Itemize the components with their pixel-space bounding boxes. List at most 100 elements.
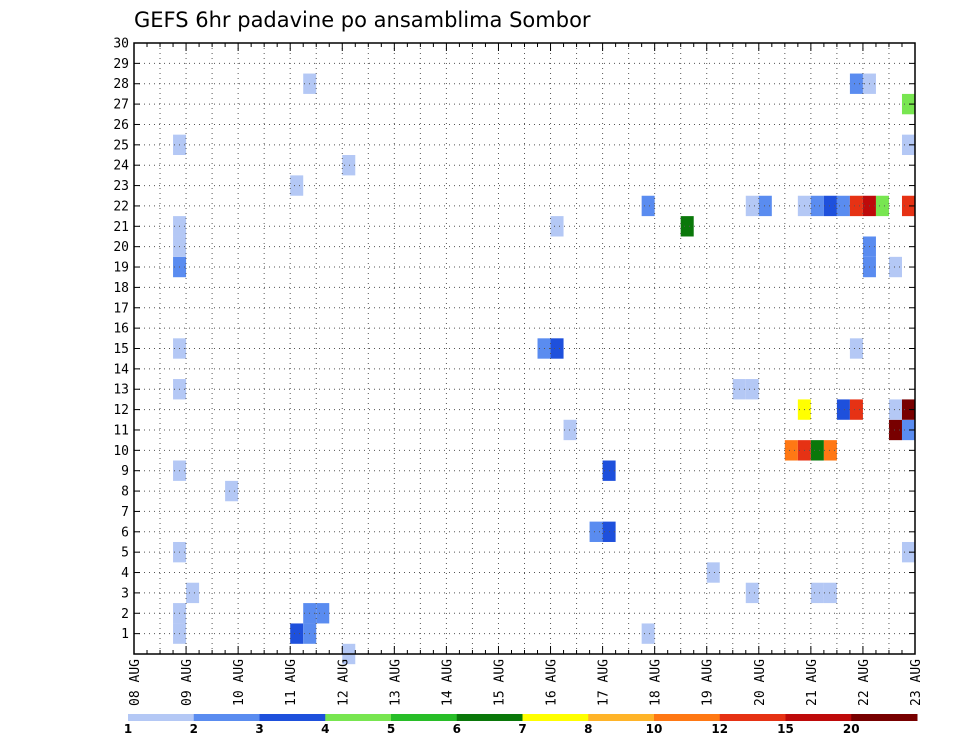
data-cell <box>823 195 837 217</box>
colorbar-label: 15 <box>777 722 794 736</box>
data-cell <box>290 175 304 196</box>
data-cell <box>316 603 330 624</box>
y-tick-label: 15 <box>113 342 129 357</box>
colorbar-label: 10 <box>646 722 663 736</box>
y-tick-label: 16 <box>113 322 129 337</box>
y-tick-label: 17 <box>113 301 129 316</box>
data-cell <box>589 521 603 542</box>
y-tick-label: 18 <box>113 281 129 296</box>
x-tick-label: 15 AUG <box>492 659 507 706</box>
x-tick-label: 08 AUG <box>128 659 143 706</box>
colorbar-swatch <box>456 714 523 721</box>
data-cell <box>342 155 356 176</box>
x-tick-label: 13 AUG <box>388 659 403 706</box>
data-cell <box>810 440 824 461</box>
y-tick-label: 11 <box>113 423 129 438</box>
y-tick-label: 13 <box>113 383 129 398</box>
x-tick-label: 22 AUG <box>857 659 872 706</box>
colorbar-label: 3 <box>255 722 263 736</box>
colorbar-label: 20 <box>843 722 860 736</box>
chart-title: GEFS 6hr padavine po ansamblima Sombor <box>134 8 591 32</box>
data-cell <box>888 256 902 278</box>
data-cell <box>901 399 915 420</box>
x-tick-label: 14 AUG <box>440 659 455 706</box>
data-cell <box>901 419 915 441</box>
colorbar-swatch <box>522 714 589 721</box>
y-tick-label: 7 <box>121 505 129 520</box>
data-cell <box>550 338 564 359</box>
data-cell <box>849 338 863 359</box>
x-tick-label: 23 AUG <box>909 659 924 706</box>
data-cells <box>173 73 915 665</box>
y-tick-label: 12 <box>113 403 129 418</box>
colorbar-swatch <box>391 714 458 721</box>
y-tick-label: 25 <box>113 138 129 153</box>
data-cell <box>823 582 837 604</box>
y-tick-label: 6 <box>121 525 129 540</box>
colorbar-swatch <box>193 714 260 721</box>
data-cell <box>641 195 655 217</box>
data-cell <box>810 582 824 604</box>
y-tick-label: 1 <box>121 627 129 642</box>
colorbar: 1 2 3 4 5 6 7 8 10 12 15 20 <box>124 714 918 736</box>
data-cell <box>225 480 239 502</box>
colorbar-label: 1 <box>124 722 132 736</box>
colorbar-swatch <box>259 714 326 721</box>
data-cell <box>849 73 863 94</box>
colorbar-label: 2 <box>190 722 198 736</box>
data-cell <box>641 623 655 644</box>
data-cell <box>901 134 915 156</box>
data-cell <box>836 399 850 420</box>
data-cell <box>823 440 837 461</box>
y-tick-label: 14 <box>113 362 129 377</box>
data-cell <box>849 195 863 217</box>
y-tick-label: 10 <box>113 444 129 459</box>
x-tick-label: 19 AUG <box>701 659 716 706</box>
colorbar-label: 5 <box>387 722 395 736</box>
y-tick-label: 3 <box>121 586 129 601</box>
y-tick-label: 21 <box>113 220 129 235</box>
y-tick-label: 9 <box>121 464 129 479</box>
y-tick-label: 30 <box>113 37 129 52</box>
y-tick-label: 8 <box>121 485 129 500</box>
colorbar-swatch <box>128 714 195 721</box>
data-cell <box>550 216 564 237</box>
colorbar-swatch <box>654 714 721 721</box>
colorbar-swatch <box>851 714 918 721</box>
colorbar-label: 7 <box>518 722 526 736</box>
data-cell <box>745 379 759 400</box>
colorbar-swatch <box>719 714 786 721</box>
data-cell <box>563 419 577 441</box>
data-cell <box>706 562 720 583</box>
data-cell <box>888 419 902 441</box>
data-cell <box>680 216 694 237</box>
x-tick-label: 11 AUG <box>284 659 299 706</box>
data-cell <box>810 195 824 217</box>
colorbar-swatch <box>588 714 655 721</box>
x-tick-label: 20 AUG <box>753 659 768 706</box>
data-cell <box>901 541 915 563</box>
x-tick-label: 18 AUG <box>649 659 664 706</box>
y-tick-label: 20 <box>113 240 129 255</box>
data-cell <box>745 582 759 604</box>
x-tick-label: 10 AUG <box>232 659 247 706</box>
y-tick-label: 28 <box>113 77 129 92</box>
y-tick-label: 22 <box>113 199 129 214</box>
y-axis: 1234567891011121314151617181920212223242… <box>113 37 915 642</box>
y-tick-label: 5 <box>121 546 129 561</box>
colorbar-swatch <box>325 714 392 721</box>
data-cell <box>875 195 889 217</box>
x-tick-label: 16 AUG <box>545 659 560 706</box>
y-tick-label: 19 <box>113 261 129 276</box>
colorbar-label: 4 <box>321 722 329 736</box>
colorbar-label: 8 <box>584 722 592 736</box>
data-cell <box>745 195 759 217</box>
data-cell <box>901 93 915 115</box>
x-tick-label: 12 AUG <box>336 659 351 706</box>
x-tick-label: 17 AUG <box>597 659 612 706</box>
x-axis: 08 AUG 09 AUG 10 AUG 11 AUG 12 AUG 13 AUG 14 A… <box>128 43 924 706</box>
data-cell <box>849 399 863 420</box>
y-tick-label: 29 <box>113 57 129 72</box>
y-tick-label: 23 <box>113 179 129 194</box>
